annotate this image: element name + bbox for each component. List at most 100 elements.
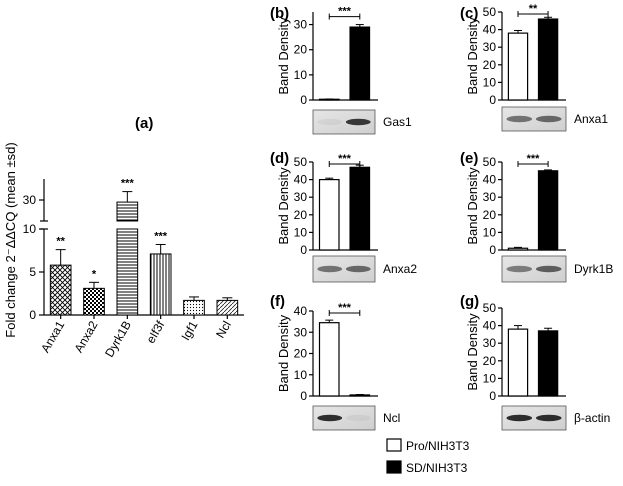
blot-band-e — [535, 265, 562, 273]
blot-band-f — [345, 414, 371, 422]
blot-band-f — [317, 414, 343, 422]
bar-Ncl — [216, 299, 239, 316]
western-blot-b — [312, 109, 376, 135]
panel-label-b: (b) — [270, 5, 289, 22]
blot-band-b — [345, 118, 371, 126]
y-tick-label-c: 10 — [483, 75, 497, 89]
y-axis-label-f: Band Density — [276, 314, 291, 392]
y-tick-label-e: 50 — [483, 155, 497, 169]
y-tick-label-f: 0 — [300, 389, 307, 403]
x-tick-label-Anxa1: Anxa1 — [38, 318, 67, 355]
bar-Igf1 — [183, 299, 205, 316]
legend-swatch-sd — [386, 460, 402, 474]
blot-label-f: Ncl — [383, 411, 400, 425]
bar-d-sd — [349, 166, 371, 251]
bar-Dyrk1B — [116, 228, 139, 316]
panel-label-g: (g) — [460, 293, 479, 310]
legend-label-pro: Pro/NIH3T3 — [406, 439, 470, 453]
y-tick-label-c: 30 — [483, 40, 497, 54]
y-axis-label-e: Band Density — [465, 167, 480, 245]
y-tick-label-a: 5 — [29, 265, 36, 279]
y-axis-label-a: Fold change 2⁻ΔΔCQ (mean ±sd) — [3, 142, 18, 337]
bar-Anxa1 — [49, 264, 72, 316]
bar-e-pro — [507, 247, 529, 251]
significance-Anxa2: * — [92, 268, 97, 280]
y-tick-label-b: 0 — [300, 93, 307, 107]
panel-label-e: (e) — [460, 150, 478, 167]
bar-f-sd — [349, 394, 371, 397]
y-tick-label-b: 30 — [294, 18, 308, 32]
y-tick-label-e: 10 — [483, 225, 497, 239]
bar-e-sd — [537, 170, 559, 251]
significance-f: *** — [338, 302, 352, 314]
bar-g-sd — [537, 330, 559, 397]
y-tick-label-g: 40 — [483, 319, 497, 333]
bar-Dyrk1B-upper — [116, 201, 139, 222]
western-blot-d — [312, 255, 376, 283]
y-tick-label-g: 30 — [483, 336, 497, 350]
y-axis-label-b: Band Density — [276, 17, 291, 95]
western-blot-g — [501, 405, 567, 431]
y-tick-label-g: 50 — [483, 301, 497, 315]
y-tick-label-c: 40 — [483, 23, 497, 37]
y-tick-label-e: 30 — [483, 190, 497, 204]
blot-band-c — [535, 115, 562, 123]
bar-c-sd — [537, 18, 559, 101]
y-tick-label-a: 10 — [23, 222, 37, 236]
bar-d-pro — [318, 179, 340, 251]
blot-band-d — [345, 265, 371, 273]
y-axis-label-d: Band Density — [276, 167, 291, 245]
western-blot-c — [501, 106, 567, 132]
x-tick-label-Anxa2: Anxa2 — [71, 318, 100, 355]
y-tick-label-b: 20 — [294, 43, 308, 57]
blot-band-g — [506, 414, 533, 422]
bar-f-pro — [318, 322, 340, 397]
significance-eIf3f: *** — [154, 230, 168, 242]
blot-label-d: Anxa2 — [383, 262, 417, 276]
blot-band-b — [317, 118, 343, 126]
x-tick-label-Dyrk1B: Dyrk1B — [102, 319, 134, 360]
y-tick-label-g: 10 — [483, 371, 497, 385]
x-tick-label-Ncl: Ncl — [213, 319, 234, 341]
bar-c-pro — [507, 32, 529, 101]
x-tick-label-eIf3f: eIf3f — [143, 318, 167, 346]
x-tick-label-Igf1: Igf1 — [178, 318, 200, 343]
y-tick-label-c: 20 — [483, 58, 497, 72]
significance-Dyrk1B: *** — [121, 178, 135, 190]
legend-label-sd: SD/NIH3T3 — [406, 461, 468, 475]
y-tick-label-f: 10 — [294, 368, 308, 382]
y-tick-label-d: 20 — [294, 208, 308, 222]
y-tick-label-a: 30 — [23, 193, 37, 207]
blot-band-e — [506, 265, 533, 273]
y-tick-label-b: 10 — [294, 68, 308, 82]
y-axis-label-c: Band Density — [465, 17, 480, 95]
y-tick-label-e: 40 — [483, 173, 497, 187]
y-tick-label-e: 20 — [483, 208, 497, 222]
significance-b: *** — [338, 6, 352, 18]
y-tick-label-g: 0 — [489, 389, 496, 403]
y-tick-label-e: 0 — [489, 243, 496, 257]
y-tick-label-d: 0 — [300, 243, 307, 257]
legend: Pro/NIH3T3 SD/NIH3T3 — [386, 438, 470, 475]
blot-label-e: Dyrk1B — [574, 262, 613, 276]
y-tick-label-d: 30 — [294, 190, 308, 204]
blot-label-g: β-actin — [574, 411, 610, 425]
bar-b-sd — [349, 26, 371, 101]
y-tick-label-d: 50 — [294, 155, 308, 169]
panel-label-a: (a) — [135, 115, 153, 132]
y-axis-label-g: Band Density — [465, 313, 480, 391]
bar-g-pro — [507, 328, 529, 397]
blot-label-b: Gas1 — [383, 115, 412, 129]
significance-d: *** — [338, 153, 352, 165]
panel-label-d: (d) — [270, 150, 289, 167]
blot-band-d — [317, 265, 343, 273]
western-blot-e — [501, 255, 567, 283]
significance-Anxa1: ** — [56, 236, 65, 248]
